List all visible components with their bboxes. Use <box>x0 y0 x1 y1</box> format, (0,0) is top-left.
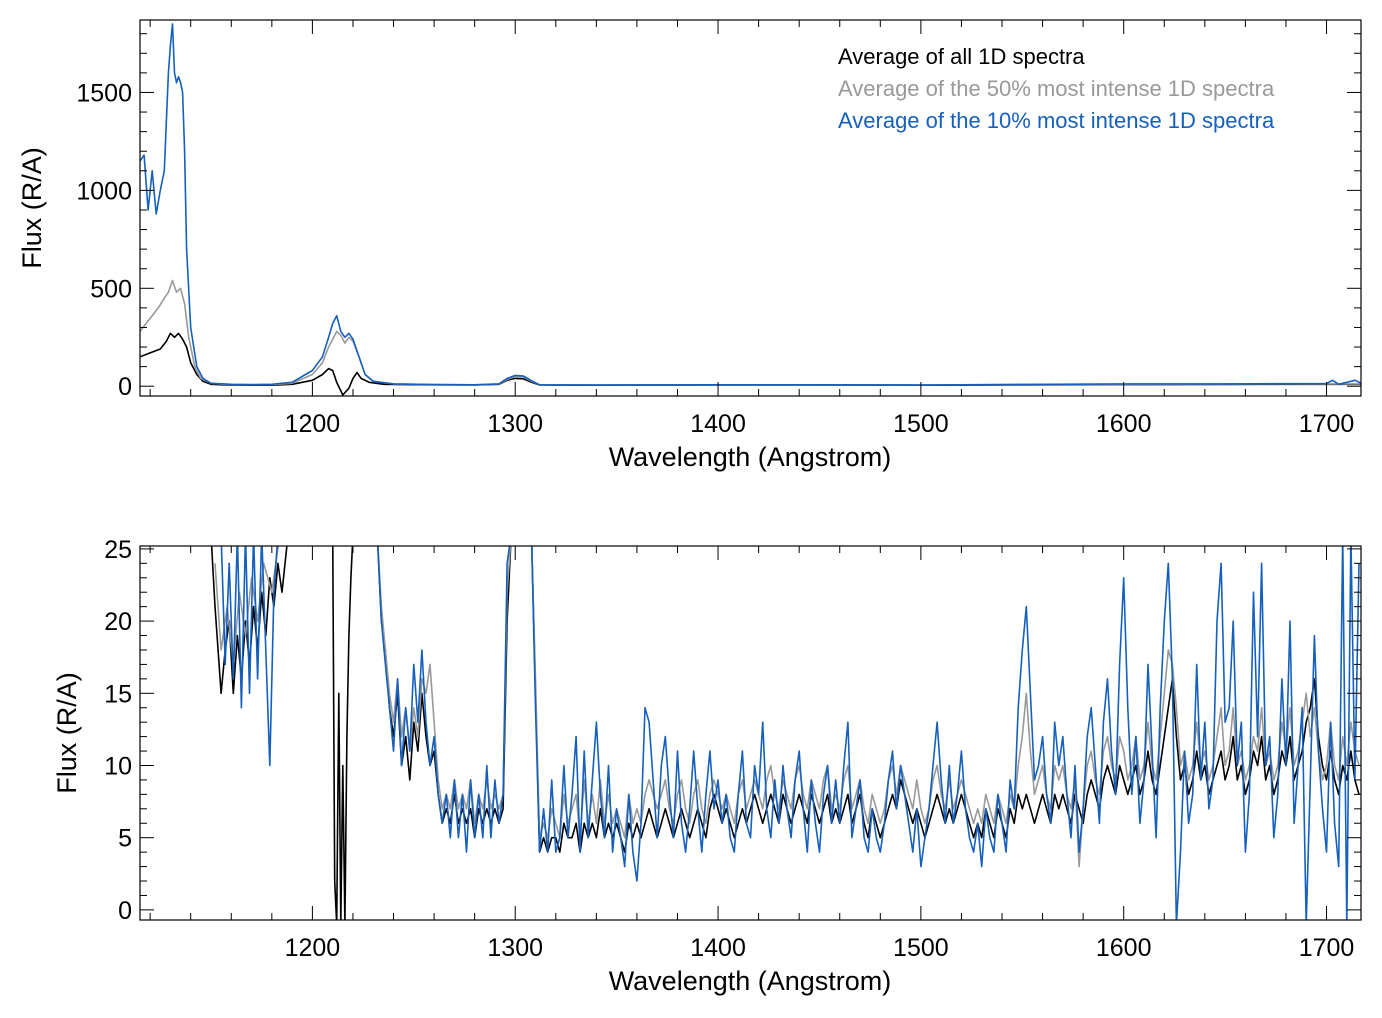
x-tick-label: 1700 <box>1299 410 1355 438</box>
plot-frame <box>139 545 1362 921</box>
x-axis-title: Wavelength (Angstrom) <box>609 966 892 996</box>
series-line-2 <box>140 279 1361 386</box>
y-axis: 0 5 10 15 20 25 <box>104 536 1361 925</box>
series-line-3 <box>140 23 1361 386</box>
x-tick-label: 1700 <box>1299 934 1355 962</box>
y-tick-label: 500 <box>90 275 132 303</box>
x-axis: 1200 1300 1400 1500 1600 1700 <box>149 546 1355 962</box>
y-tick-label: 0 <box>118 897 132 925</box>
legend-entry-all: Average of all 1D spectra <box>838 44 1085 69</box>
x-tick-label: 1500 <box>893 410 949 438</box>
y-axis: 0 500 1000 1500 <box>76 33 1361 401</box>
y-tick-label: 1500 <box>76 79 132 107</box>
y-tick-label: 1000 <box>76 177 132 205</box>
y-tick-label: 10 <box>104 752 132 780</box>
x-tick-label: 1200 <box>285 934 341 962</box>
series-line-2 <box>214 546 1360 868</box>
x-tick-label: 1600 <box>1096 934 1152 962</box>
series-group <box>140 23 1361 396</box>
y-axis-title: Flux (R/A) <box>17 147 47 269</box>
x-tick-label: 1500 <box>893 934 949 962</box>
y-tick-label: 5 <box>118 825 132 853</box>
x-axis-title: Wavelength (Angstrom) <box>609 442 892 472</box>
legend-entry-50-percent: Average of the 50% most intense 1D spect… <box>838 76 1275 101</box>
y-tick-label: 15 <box>104 680 132 708</box>
x-axis: 1200 1300 1400 1500 1600 1700 <box>149 20 1355 438</box>
y-tick-label: 0 <box>118 373 132 401</box>
x-tick-label: 1600 <box>1096 410 1152 438</box>
x-tick-label: 1300 <box>487 934 543 962</box>
plot-frame <box>139 19 1362 397</box>
x-tick-label: 1300 <box>487 410 543 438</box>
series-line-1 <box>210 546 1360 920</box>
x-tick-label: 1400 <box>690 410 746 438</box>
y-tick-label: 20 <box>104 608 132 636</box>
top-panel: 1200 1300 1400 1500 1600 1700 0 500 1000 1500 Wa… <box>17 19 1362 472</box>
legend-entry-10-percent: Average of the 10% most intense 1D spect… <box>838 108 1275 133</box>
series-group <box>210 546 1360 920</box>
y-tick-label: 25 <box>104 536 132 564</box>
series-line-3 <box>220 546 1360 920</box>
bottom-panel: 1200 1300 1400 1500 1600 1700 0 5 10 15 20 25 Wave… <box>52 536 1362 996</box>
x-tick-label: 1400 <box>690 934 746 962</box>
y-axis-title: Flux (R/A) <box>52 672 82 794</box>
legend: Average of all 1D spectra Average of the… <box>838 44 1275 133</box>
series-line-1 <box>140 332 1361 396</box>
x-tick-label: 1200 <box>285 410 341 438</box>
